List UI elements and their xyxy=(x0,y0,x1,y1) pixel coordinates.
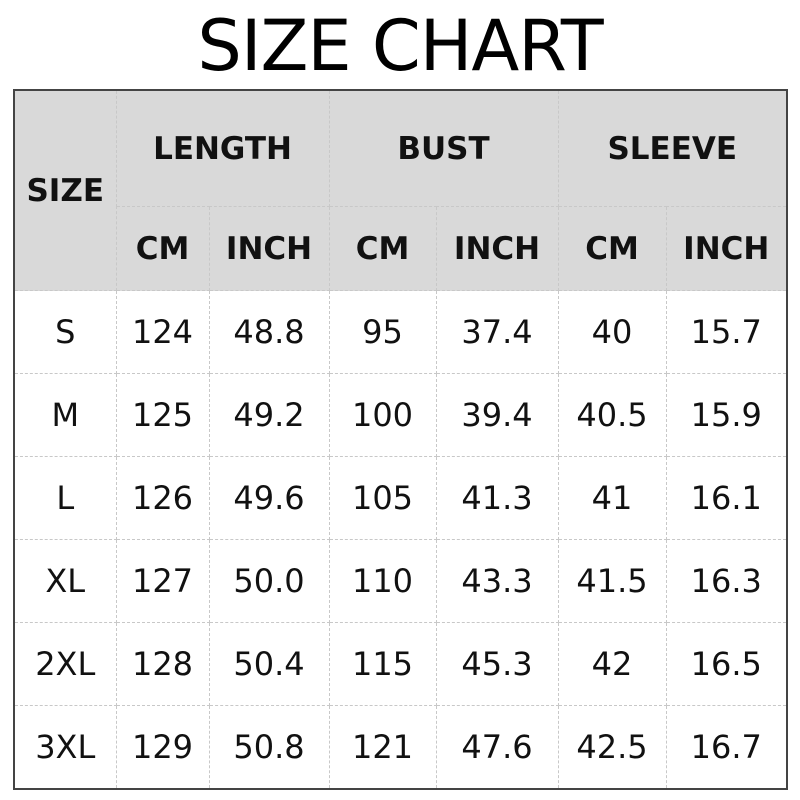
bust-cm-cell: 105 xyxy=(328,456,437,540)
length-cm-cell: 124 xyxy=(115,290,210,374)
sleeve-cm-cell: 42.5 xyxy=(557,705,667,790)
size-cell: XL xyxy=(13,539,117,623)
sleeve-cm-cell: 42 xyxy=(557,622,667,706)
size-cell: 3XL xyxy=(13,705,117,790)
length-cm-cell: 128 xyxy=(115,622,210,706)
sleeve-cm-cell: 40 xyxy=(557,290,667,374)
size-cell: M xyxy=(13,373,117,457)
sleeve-cm-cell: 41 xyxy=(557,456,667,540)
sleeve-cm-cell: 41.5 xyxy=(557,539,667,623)
group-header-bust: BUST xyxy=(328,89,559,207)
sleeve-inch-cell: 16.3 xyxy=(665,539,788,623)
sleeve-inch-cell: 16.7 xyxy=(665,705,788,790)
size-cell: S xyxy=(13,290,117,374)
table-row: XL 127 50.0 110 43.3 41.5 16.3 xyxy=(13,539,788,623)
bust-cm-cell: 115 xyxy=(328,622,437,706)
sleeve-cm-cell: 40.5 xyxy=(557,373,667,457)
length-inch-cell: 49.6 xyxy=(208,456,330,540)
unit-header: CM xyxy=(557,206,667,291)
page-title: SIZE CHART xyxy=(197,5,603,87)
length-inch-cell: 48.8 xyxy=(208,290,330,374)
bust-cm-cell: 110 xyxy=(328,539,437,623)
length-cm-cell: 126 xyxy=(115,456,210,540)
header-row-units: CM INCH CM INCH CM INCH xyxy=(14,206,788,291)
sleeve-inch-cell: 15.9 xyxy=(665,373,788,457)
bust-inch-cell: 39.4 xyxy=(435,373,559,457)
size-cell: L xyxy=(13,456,117,540)
unit-header: CM xyxy=(115,206,210,291)
header-row-groups: SIZE LENGTH BUST SLEEVE xyxy=(13,89,788,291)
bust-inch-cell: 37.4 xyxy=(435,290,559,374)
table-row: 3XL 129 50.8 121 47.6 42.5 16.7 xyxy=(13,705,788,790)
bust-inch-cell: 45.3 xyxy=(435,622,559,706)
unit-header: INCH xyxy=(435,206,559,291)
size-chart-table: SIZE LENGTH BUST SLEEVE CM INCH CM INCH … xyxy=(13,89,788,790)
unit-header: CM xyxy=(328,206,437,291)
length-cm-cell: 127 xyxy=(115,539,210,623)
sleeve-inch-cell: 16.1 xyxy=(665,456,788,540)
length-inch-cell: 50.4 xyxy=(208,622,330,706)
length-cm-cell: 129 xyxy=(115,705,210,790)
bust-cm-cell: 100 xyxy=(328,373,437,457)
size-header: SIZE xyxy=(13,89,117,291)
length-inch-cell: 50.0 xyxy=(208,539,330,623)
group-header-sleeve: SLEEVE xyxy=(557,89,788,207)
length-inch-cell: 50.8 xyxy=(208,705,330,790)
unit-header: INCH xyxy=(665,206,788,291)
bust-cm-cell: 121 xyxy=(328,705,437,790)
table-row: M 125 49.2 100 39.4 40.5 15.9 xyxy=(13,373,788,457)
unit-header: INCH xyxy=(208,206,330,291)
bust-cm-cell: 95 xyxy=(328,290,437,374)
sleeve-inch-cell: 16.5 xyxy=(665,622,788,706)
group-header-length: LENGTH xyxy=(115,89,330,207)
size-cell: 2XL xyxy=(13,622,117,706)
table-row: 2XL 128 50.4 115 45.3 42 16.5 xyxy=(13,622,788,706)
bust-inch-cell: 43.3 xyxy=(435,539,559,623)
length-inch-cell: 49.2 xyxy=(208,373,330,457)
bust-inch-cell: 41.3 xyxy=(435,456,559,540)
table-row: L 126 49.6 105 41.3 41 16.1 xyxy=(13,456,788,540)
bust-inch-cell: 47.6 xyxy=(435,705,559,790)
table-row: S 124 48.8 95 37.4 40 15.7 xyxy=(13,290,788,374)
length-cm-cell: 125 xyxy=(115,373,210,457)
sleeve-inch-cell: 15.7 xyxy=(665,290,788,374)
